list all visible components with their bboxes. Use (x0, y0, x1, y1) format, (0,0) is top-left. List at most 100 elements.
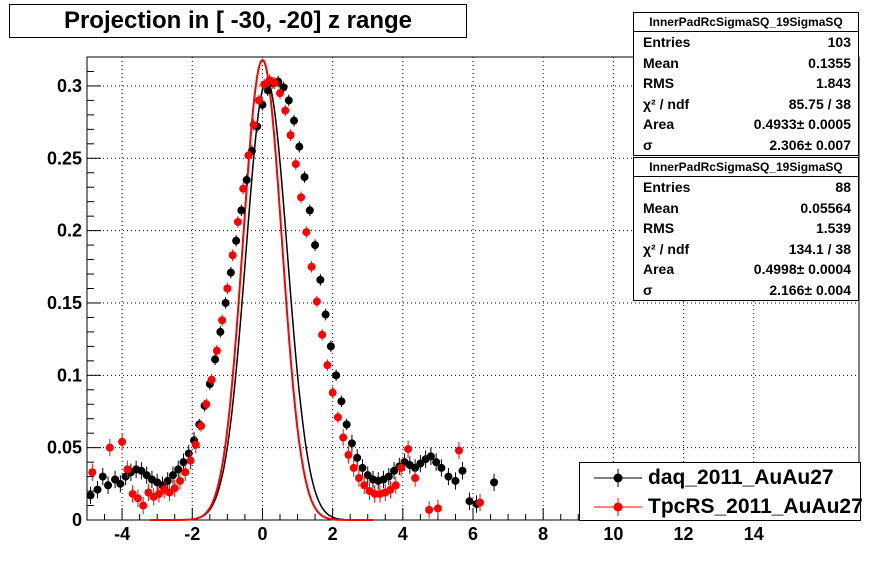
data-point-tpcrs (276, 89, 284, 98)
data-point-tpcrs (260, 80, 269, 89)
data-point-daq (437, 463, 446, 472)
data-point-tpcrs (233, 217, 242, 226)
data-point-tpcrs (128, 489, 137, 498)
stats-box-title: InnerPadRcSigmaSQ_19SigmaSQ (634, 13, 858, 32)
stats-box-daq: InnerPadRcSigmaSQ_19SigmaSQ Entries 103 M… (633, 12, 859, 156)
data-point-tpcrs (218, 316, 227, 325)
chart-title: Projection in [ -30, -20] z range (9, 4, 467, 38)
data-point-tpcrs (191, 440, 200, 449)
data-point-tpcrs (123, 465, 132, 474)
legend-entry-tpcrs: TpcRS_2011_AuAu27 (580, 493, 863, 521)
data-point-tpcrs (197, 421, 206, 430)
x-tick-label: 14 (744, 524, 764, 544)
data-point-daq (337, 397, 346, 406)
data-point-daq (416, 459, 425, 468)
data-point-daq (116, 479, 125, 488)
data-point-daq (290, 116, 299, 125)
data-point-tpcrs (154, 489, 163, 498)
data-point-tpcrs (344, 450, 353, 459)
data-point-tpcrs (349, 463, 358, 472)
data-point-daq (342, 420, 351, 429)
stats-row: Area 0.4998± 0.0004 (643, 261, 851, 277)
stats-box-tpcrs: InnerPadRcSigmaSQ_19SigmaSQ Entries 88 Me… (633, 157, 859, 301)
data-point-tpcrs (133, 494, 142, 503)
data-point-tpcrs (312, 297, 321, 306)
x-tick-label: 10 (603, 524, 623, 544)
data-point-daq (211, 355, 220, 364)
x-tick-label: -2 (184, 524, 200, 544)
y-tick-label: 0.15 (47, 293, 82, 313)
stats-box-title: InnerPadRcSigmaSQ_19SigmaSQ (634, 158, 858, 177)
data-point-tpcrs (228, 251, 237, 260)
stats-row: Mean 0.1355 (643, 54, 851, 71)
x-tick-label: 2 (328, 524, 338, 544)
data-point-daq (226, 268, 235, 277)
data-points (86, 74, 499, 519)
x-tick-label: 0 (257, 524, 267, 544)
stats-row: Entries 88 (643, 179, 851, 195)
stats-row: σ 2.166± 0.004 (643, 281, 851, 298)
data-point-tpcrs (286, 131, 295, 140)
data-point-daq (279, 83, 288, 92)
data-point-tpcrs (454, 446, 463, 455)
stats-row: Area 0.4933± 0.0005 (643, 116, 851, 132)
data-point-tpcrs (207, 375, 216, 384)
data-point-daq (384, 472, 393, 481)
data-point-tpcrs (175, 476, 184, 485)
data-point-daq (174, 465, 183, 474)
data-point-daq (93, 485, 102, 494)
data-point-tpcrs (239, 184, 248, 193)
data-point-daq (300, 173, 309, 182)
data-point-daq (98, 472, 107, 481)
data-point-daq (411, 463, 420, 472)
x-tick-label: 8 (538, 524, 548, 544)
data-point-daq (104, 481, 113, 490)
data-point-tpcrs (318, 330, 327, 339)
data-point-tpcrs (212, 346, 221, 355)
stats-row: RMS 1.539 (643, 220, 851, 236)
data-point-daq (432, 458, 441, 467)
data-point-daq (237, 206, 246, 215)
data-point-tpcrs (302, 228, 311, 237)
data-point-tpcrs (339, 433, 348, 442)
data-point-tpcrs (333, 413, 342, 422)
data-point-daq (168, 471, 177, 480)
data-point-daq (184, 449, 193, 458)
stats-row: χ² / ndf 134.1 / 38 (643, 240, 851, 257)
data-point-tpcrs (165, 488, 174, 497)
data-point-daq (465, 497, 474, 506)
data-point-tpcrs (354, 474, 363, 483)
data-point-daq (490, 478, 499, 487)
stats-row: Mean 0.05564 (643, 199, 851, 216)
data-point-daq (137, 466, 146, 475)
data-point-daq (232, 236, 241, 245)
data-point-daq (163, 476, 172, 485)
data-point-tpcrs (118, 437, 127, 446)
data-point-daq (305, 206, 314, 215)
legend-entry-daq: daq_2011_AuAu27 (580, 464, 860, 492)
data-point-tpcrs (411, 474, 420, 483)
data-point-tpcrs (223, 284, 232, 293)
data-point-tpcrs (186, 456, 195, 465)
grid (87, 57, 859, 520)
data-point-tpcrs (244, 151, 253, 160)
data-point-daq (358, 463, 367, 472)
data-point-daq (242, 175, 251, 184)
data-point-daq (263, 86, 272, 95)
fit-curves (150, 58, 374, 521)
data-point-tpcrs (170, 484, 179, 493)
data-point-tpcrs (105, 443, 114, 452)
x-tick-label: 12 (674, 524, 694, 544)
data-point-daq (295, 142, 304, 151)
data-point-tpcrs (270, 79, 279, 88)
data-point-tpcrs (323, 361, 332, 370)
data-point-daq (390, 466, 399, 475)
stats-row: χ² / ndf 85.75 / 38 (643, 95, 851, 112)
data-point-tpcrs (88, 468, 97, 477)
data-point-tpcrs (425, 505, 434, 514)
data-point-daq (142, 471, 151, 480)
data-point-daq (316, 275, 325, 284)
data-point-tpcrs (433, 504, 442, 513)
data-point-tpcrs (254, 96, 263, 105)
data-point-daq (444, 472, 453, 481)
